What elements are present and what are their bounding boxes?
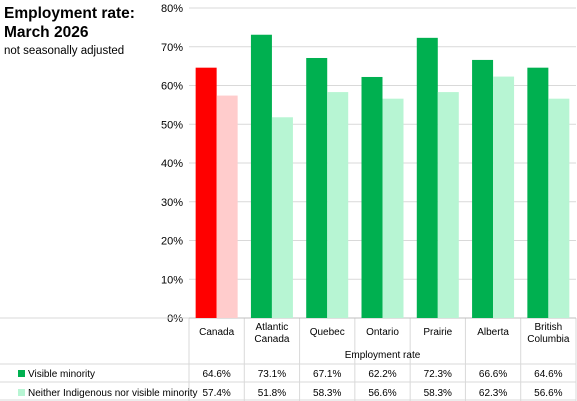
category-label: Canada <box>254 334 289 345</box>
y-tick-label: 30% <box>161 197 183 209</box>
data-table-value: 62.3% <box>479 388 507 399</box>
data-table-value: 62.2% <box>368 369 396 380</box>
data-table-value: 56.6% <box>368 388 396 399</box>
chart-title-line-2: March 2026 <box>4 24 89 41</box>
chart-subtitle: not seasonally adjusted <box>4 45 125 57</box>
legend-key-visible-minority <box>18 370 25 377</box>
bar-neither <box>437 92 459 319</box>
category-label: Alberta <box>477 327 509 338</box>
data-table-value: 67.1% <box>313 369 341 380</box>
bar-visible-minority <box>416 37 438 319</box>
data-table-value: 72.3% <box>424 369 452 380</box>
bar-neither <box>382 98 404 318</box>
data-table-value: 66.6% <box>479 369 507 380</box>
bar-neither <box>271 117 293 319</box>
bar-visible-minority <box>361 76 383 318</box>
bar-neither <box>493 76 515 319</box>
y-tick-label: 0% <box>167 313 183 325</box>
data-table-value: 56.6% <box>534 388 562 399</box>
category-label: Prairie <box>423 327 452 338</box>
data-table-value: 64.6% <box>534 369 562 380</box>
y-tick-label: 70% <box>161 42 183 54</box>
category-label: Quebec <box>310 327 345 338</box>
bar-visible-minority <box>527 67 549 318</box>
y-tick-label: 60% <box>161 81 183 93</box>
x-axis-title: Employment rate <box>345 350 421 361</box>
category-label: Canada <box>199 327 234 338</box>
data-table-value: 73.1% <box>258 369 286 380</box>
category-label: British <box>534 322 562 333</box>
legend-label: Visible minority <box>28 369 95 380</box>
bar-neither <box>548 98 570 318</box>
bar-visible-minority <box>250 34 272 319</box>
data-table-value: 58.3% <box>424 388 452 399</box>
bar-neither <box>216 95 238 318</box>
data-table-value: 51.8% <box>258 388 286 399</box>
bar-visible-minority <box>472 59 494 319</box>
legend-key-neither <box>18 389 25 396</box>
y-tick-label: 50% <box>161 119 183 131</box>
y-tick-label: 80% <box>161 3 183 15</box>
y-tick-label: 20% <box>161 236 183 248</box>
chart-title-line-1: Employment rate: <box>4 5 135 22</box>
data-table-value: 64.6% <box>202 369 230 380</box>
category-label: Columbia <box>527 334 570 345</box>
category-label: Atlantic <box>256 322 289 333</box>
legend-label: Neither Indigenous nor visible minority <box>28 388 198 399</box>
bar-visible-minority <box>306 57 328 319</box>
y-tick-label: 10% <box>161 274 183 286</box>
bar-neither <box>327 92 349 319</box>
data-table-value: 58.3% <box>313 388 341 399</box>
title-block: Employment rate: March 2026 not seasonal… <box>4 4 135 57</box>
y-tick-label: 40% <box>161 158 183 170</box>
data-table-value: 57.4% <box>202 388 230 399</box>
category-label: Ontario <box>366 327 399 338</box>
bar-visible-minority <box>195 67 217 318</box>
